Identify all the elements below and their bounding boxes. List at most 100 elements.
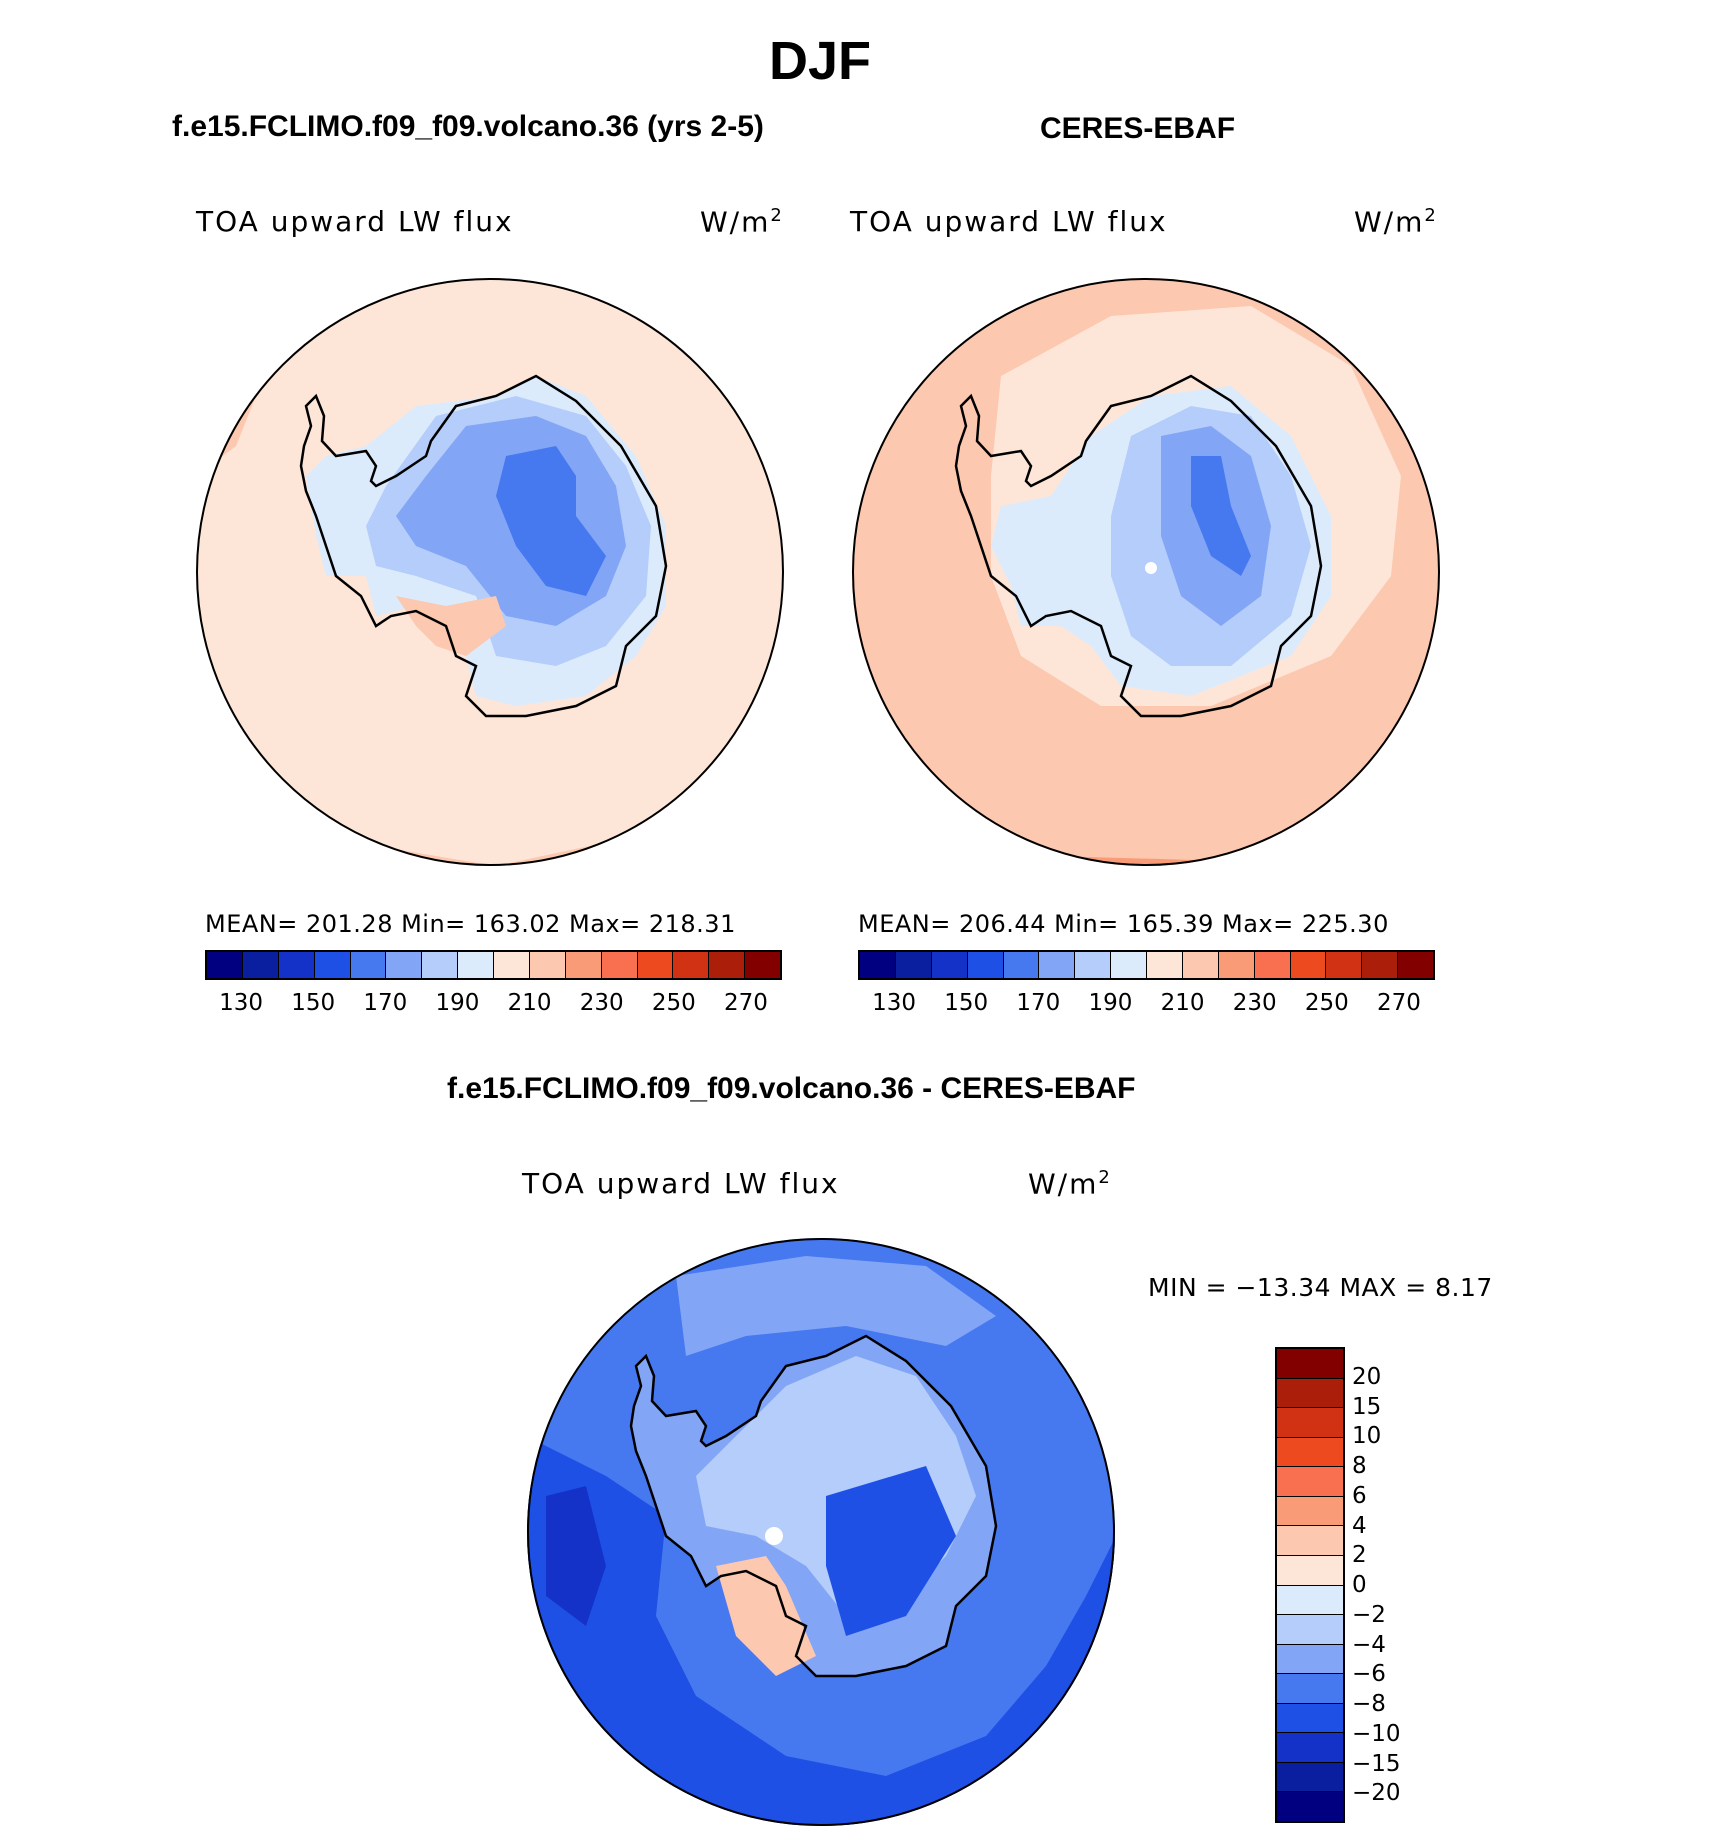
colorbar-tick-label: 15 [1352, 1393, 1382, 1420]
colorbar-tick-label: 210 [507, 990, 552, 1016]
colorbar-swatch [637, 952, 674, 978]
colorbar-swatch [1003, 952, 1040, 978]
diff-variable-label: TOA upward LW flux [522, 1167, 840, 1200]
colorbar-swatch [565, 952, 602, 978]
colorbar-swatch [1277, 1644, 1343, 1675]
obs-colorbar-labels: 130 150 170 190 210 230 250 270 [858, 990, 1435, 1020]
colorbar-tick-label: 2 [1352, 1542, 1367, 1569]
diff-antarctica-coastline [629, 1334, 998, 1678]
colorbar-swatch [1277, 1615, 1343, 1645]
diff-map-border [527, 1238, 1115, 1826]
colorbar-swatch [1277, 1496, 1343, 1527]
colorbar-swatch [1218, 952, 1255, 978]
colorbar-tick-label: 130 [872, 990, 917, 1016]
colorbar-swatch [1277, 1467, 1343, 1497]
colorbar-swatch [1277, 1762, 1343, 1793]
diff-minmax: MIN = −13.34 MAX = 8.17 [1148, 1273, 1493, 1302]
obs-map-border [852, 278, 1440, 866]
colorbar-tick-label: 10 [1352, 1423, 1382, 1450]
obs-units-label: W/m2 [1354, 205, 1438, 239]
colorbar-swatch [601, 952, 638, 978]
colorbar-swatch [931, 952, 968, 978]
obs-polar-map [852, 278, 1440, 866]
colorbar-tick-label: 20 [1352, 1363, 1382, 1390]
colorbar-swatch [1039, 952, 1076, 978]
colorbar-swatch [895, 952, 932, 978]
model-colorbar [205, 950, 782, 980]
colorbar-swatch [1277, 1526, 1343, 1556]
colorbar-tick-label: −15 [1352, 1750, 1401, 1777]
colorbar-tick-label: −8 [1352, 1691, 1386, 1717]
colorbar-swatch [1277, 1792, 1343, 1821]
colorbar-swatch [1111, 952, 1147, 978]
colorbar-tick-label: 170 [1016, 990, 1061, 1016]
diff-colorbar-labels: 20 15 10 8 6 4 2 0 −2 −4 −6 −8 −10 −15 −20 [1352, 1347, 1472, 1823]
colorbar-swatch [1182, 952, 1219, 978]
colorbar-swatch [1277, 1378, 1343, 1409]
colorbar-swatch [1290, 952, 1327, 978]
colorbar-swatch [967, 952, 1004, 978]
colorbar-tick-label: 130 [219, 990, 264, 1016]
colorbar-tick-label: 230 [579, 990, 624, 1016]
colorbar-swatch [458, 952, 494, 978]
obs-stats: MEAN= 206.44 Min= 165.39 Max= 225.30 [858, 910, 1389, 938]
colorbar-swatch [314, 952, 351, 978]
colorbar-swatch [1277, 1555, 1343, 1586]
colorbar-swatch [1277, 1733, 1343, 1763]
colorbar-swatch [1326, 952, 1363, 978]
colorbar-tick-label: −20 [1352, 1780, 1401, 1807]
colorbar-swatch [1398, 952, 1433, 978]
model-units-label: W/m2 [700, 205, 784, 239]
colorbar-swatch [207, 952, 243, 978]
obs-variable-label: TOA upward LW flux [850, 205, 1168, 238]
colorbar-swatch [673, 952, 710, 978]
colorbar-swatch [1362, 952, 1399, 978]
colorbar-swatch [1254, 952, 1291, 978]
colorbar-swatch [422, 952, 459, 978]
colorbar-swatch [529, 952, 566, 978]
model-antarctica-coastline [299, 374, 668, 718]
colorbar-swatch [1277, 1408, 1343, 1438]
diff-colorbar [1275, 1347, 1345, 1823]
obs-colorbar [858, 950, 1435, 980]
colorbar-tick-label: 6 [1352, 1482, 1367, 1509]
model-stats: MEAN= 201.28 Min= 163.02 Max= 218.31 [205, 910, 736, 938]
colorbar-tick-label: −2 [1352, 1601, 1386, 1628]
model-variable-label: TOA upward LW flux [196, 205, 514, 238]
colorbar-swatch [1277, 1674, 1343, 1704]
diff-units-label: W/m2 [1028, 1167, 1112, 1201]
colorbar-swatch [1277, 1349, 1343, 1379]
colorbar-swatch [242, 952, 279, 978]
colorbar-tick-label: 150 [291, 990, 336, 1016]
colorbar-swatch [709, 952, 746, 978]
diff-panel-title: f.e15.FCLIMO.f09_f09.volcano.36 - CERES-… [447, 1072, 1136, 1105]
colorbar-swatch [745, 952, 780, 978]
colorbar-swatch [386, 952, 423, 978]
colorbar-tick-label: 210 [1160, 990, 1205, 1016]
colorbar-swatch [1277, 1437, 1343, 1468]
colorbar-tick-label: 0 [1352, 1572, 1367, 1598]
colorbar-swatch [860, 952, 896, 978]
colorbar-swatch [1147, 952, 1183, 978]
colorbar-tick-label: 150 [944, 990, 989, 1016]
colorbar-tick-label: −10 [1352, 1720, 1401, 1747]
colorbar-tick-label: 190 [1088, 990, 1133, 1016]
figure-title: DJF [768, 31, 871, 91]
colorbar-swatch [494, 952, 530, 978]
colorbar-swatch [1277, 1585, 1343, 1616]
colorbar-swatch [350, 952, 387, 978]
colorbar-tick-label: −6 [1352, 1661, 1386, 1688]
obs-panel-title: CERES-EBAF [1040, 112, 1236, 145]
colorbar-tick-label: 270 [723, 990, 768, 1016]
colorbar-tick-label: 4 [1352, 1512, 1367, 1539]
colorbar-tick-label: 170 [363, 990, 408, 1016]
model-polar-map [196, 278, 784, 866]
model-panel-title: f.e15.FCLIMO.f09_f09.volcano.36 (yrs 2-5… [172, 110, 764, 143]
obs-antarctica-coastline [954, 374, 1323, 718]
model-map-border [196, 278, 784, 866]
colorbar-swatch [278, 952, 315, 978]
colorbar-swatch [1075, 952, 1112, 978]
colorbar-tick-label: 250 [651, 990, 696, 1016]
diff-polar-map [527, 1238, 1115, 1826]
colorbar-tick-label: 250 [1304, 990, 1349, 1016]
